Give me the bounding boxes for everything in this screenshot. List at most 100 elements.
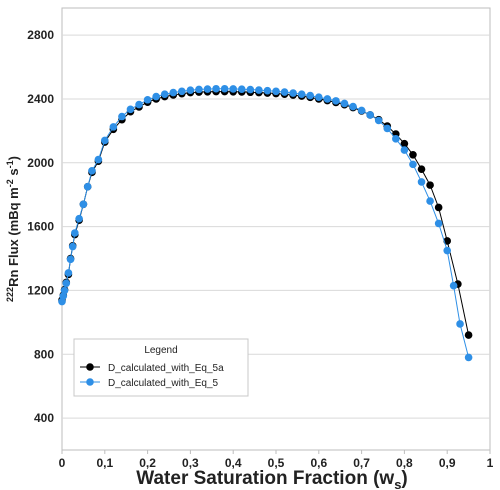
y-tick-label: 2000 xyxy=(27,156,54,170)
series-2-point xyxy=(289,89,297,97)
series-2-point xyxy=(71,229,79,237)
series-2-point xyxy=(75,214,83,223)
series-2-point xyxy=(160,90,169,98)
series-1-point xyxy=(434,203,443,212)
x-tick-label: 0,9 xyxy=(439,456,456,470)
y-tick-label: 400 xyxy=(34,411,54,425)
x-tick-label: 0,7 xyxy=(353,456,370,470)
series-2-point xyxy=(357,106,366,115)
series-2-point xyxy=(426,197,434,205)
series-2-point xyxy=(409,160,417,169)
series-2-point xyxy=(101,136,109,145)
series-2-point xyxy=(349,102,357,111)
x-tick-label: 0,5 xyxy=(268,456,285,470)
x-axis-title: Water Saturation Fraction (ws) xyxy=(136,468,408,490)
legend-label-series-2: D_calculated_with_Eq_5 xyxy=(108,378,219,389)
y-axis-title: 222Rn Flux (mBq m-2 s-1) xyxy=(5,156,21,302)
series-2-point xyxy=(297,90,306,98)
series-2-point xyxy=(417,178,426,186)
series-2-point xyxy=(246,85,255,94)
legend: Legend D_calculated_with_Eq_5a D_calcula… xyxy=(73,338,249,397)
x-tick-label: 0,2 xyxy=(139,456,156,470)
series-2-point xyxy=(443,246,452,255)
series-2 xyxy=(58,84,473,362)
series-2-point xyxy=(449,281,458,290)
series-2-point xyxy=(109,123,118,131)
series-2-point xyxy=(64,269,73,277)
series-2-point xyxy=(229,85,237,93)
series-2-point xyxy=(79,200,88,209)
series-2-point xyxy=(62,279,71,288)
y-tick-label: 2800 xyxy=(27,28,54,42)
y-tick-label: 1600 xyxy=(27,220,54,234)
series-2-point xyxy=(237,85,246,94)
y-axis-title-sup: 222 xyxy=(5,287,15,302)
series-2-point xyxy=(143,95,152,104)
legend-marker-series-1 xyxy=(86,363,94,371)
y-axis-title-sup3: -1 xyxy=(5,160,15,168)
y-tick-label: 2400 xyxy=(27,92,54,106)
y-axis-title-main: Rn Flux (mBq m xyxy=(6,187,21,287)
series-2-point xyxy=(400,146,409,154)
series-2-point xyxy=(280,88,289,96)
series-2-point xyxy=(135,100,143,109)
series-2-point xyxy=(374,116,383,125)
series-2-point xyxy=(220,84,229,93)
series-2-point xyxy=(178,87,186,96)
x-tick-label: 0,8 xyxy=(396,456,413,470)
series-2-point xyxy=(366,111,374,119)
legend-title: Legend xyxy=(144,345,177,356)
series-2-point xyxy=(203,85,212,93)
legend-label-series-1: D_calculated_with_Eq_5a xyxy=(108,363,224,374)
series-2-point xyxy=(169,88,178,97)
y-tick-label: 1200 xyxy=(27,283,54,297)
x-tick-label: 1 xyxy=(487,456,494,470)
x-tick-label: 0,3 xyxy=(182,456,199,470)
y-tick-label: 800 xyxy=(34,347,54,361)
series-2-point xyxy=(332,97,340,105)
series-2-point xyxy=(263,86,272,95)
series-1-point xyxy=(464,331,473,339)
series-2-point xyxy=(60,286,69,295)
series-1-point xyxy=(417,165,426,173)
series-2-point xyxy=(434,219,443,228)
series-2-point xyxy=(464,353,473,362)
series-2-point xyxy=(68,242,77,251)
series-1-point xyxy=(400,139,409,148)
series-2-point xyxy=(152,92,160,101)
series-2-point xyxy=(66,255,75,264)
x-axis-title-close: ) xyxy=(401,468,407,489)
x-tick-label: 0,1 xyxy=(96,456,113,470)
series-2-point xyxy=(195,85,203,94)
legend-box xyxy=(73,338,249,397)
y-axis-title-mid: s xyxy=(6,168,21,179)
legend-marker-series-2 xyxy=(86,378,94,386)
x-tick-labels: 0 0,1 0,2 0,3 0,4 0,5 0,6 0,7 0,8 0,9 1 xyxy=(59,450,494,470)
y-axis-title-sup2: -2 xyxy=(5,179,15,187)
series-2-point xyxy=(186,86,195,94)
series-2-point xyxy=(306,91,315,100)
series-2-point xyxy=(255,86,263,94)
y-tick-labels: 400 800 1200 1600 2000 2400 2800 xyxy=(27,28,54,425)
y-axis-title-close: ) xyxy=(6,156,21,160)
series-1-point xyxy=(409,151,417,159)
series-2-point xyxy=(323,95,332,103)
series-2-point xyxy=(456,320,464,328)
series-2-point xyxy=(272,87,280,96)
series-2-point xyxy=(118,112,126,121)
series-1-point xyxy=(426,181,434,189)
x-tick-label: 0,6 xyxy=(310,456,327,470)
x-tick-label: 0,4 xyxy=(225,456,242,470)
series-2-point xyxy=(315,93,323,101)
x-axis-title-subscript: s xyxy=(394,477,401,490)
x-tick-label: 0 xyxy=(59,456,66,470)
series-2-point xyxy=(83,182,92,191)
series-layer xyxy=(58,84,473,362)
series-2-point xyxy=(392,135,400,143)
series-2-point xyxy=(383,124,392,133)
series-2-point xyxy=(88,166,96,175)
series-2-point xyxy=(340,99,349,108)
x-axis-title-main: Water Saturation Fraction (w xyxy=(136,468,394,489)
series-2-point xyxy=(94,155,103,164)
